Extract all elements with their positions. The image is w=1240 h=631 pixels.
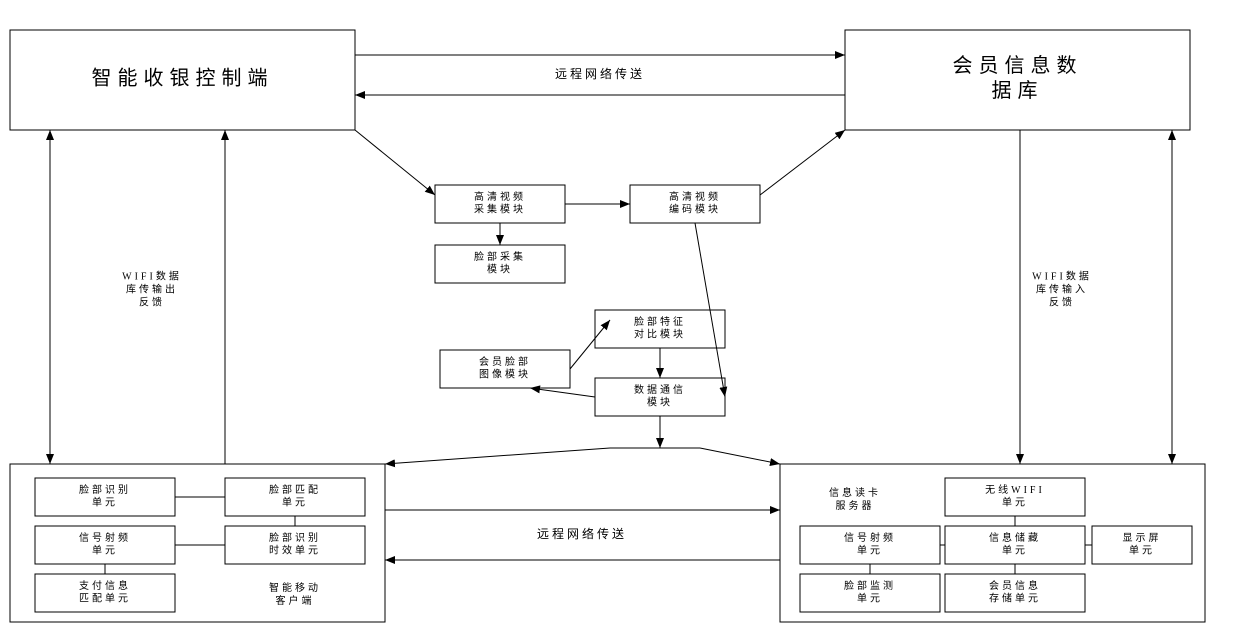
label-wifi_in-line-0: WIFI数据 [1032, 269, 1092, 282]
node-hd_capture-line-1: 采集模块 [474, 203, 526, 216]
edge-5 [760, 130, 845, 195]
node-bl_recog: 脸部识别单元 [35, 478, 175, 516]
node-br_store: 信息储藏单元 [945, 526, 1085, 564]
node-data_comm-line-1: 模块 [647, 397, 673, 409]
node-hd_encode-line-1: 编码模块 [669, 203, 721, 216]
node-top_right-line-1: 据库 [992, 79, 1044, 102]
node-br_signal: 信号射频单元 [800, 526, 940, 564]
node-data_comm-line-0: 数据通信 [634, 383, 686, 396]
node-hd_capture: 高清视频采集模块 [435, 185, 565, 223]
node-br_member-line-0: 会员信息 [989, 579, 1041, 592]
node-br_monitor: 脸部监测单元 [800, 574, 940, 612]
node-bl_time-line-0: 脸部识别 [269, 531, 321, 544]
node-bl_time: 脸部识别时效单元 [225, 526, 365, 564]
node-br_signal-line-0: 信号射频 [844, 531, 896, 544]
node-br_wifi: 无线WIFI单元 [945, 478, 1085, 516]
node-face_capture-line-1: 模块 [487, 264, 513, 276]
node-bl_signal: 信号射频单元 [35, 526, 175, 564]
label-wifi_out-line-1: 库传输出 [126, 282, 178, 295]
label-wifi_out-line-2: 反馈 [139, 295, 165, 308]
node-hd_encode: 高清视频编码模块 [630, 185, 760, 223]
node-bl_pay: 支付信息匹配单元 [35, 574, 175, 612]
node-br_member: 会员信息存储单元 [945, 574, 1085, 612]
node-br_wifi-line-1: 单元 [1002, 497, 1028, 509]
node-br_wifi-line-0: 无线WIFI [985, 483, 1045, 496]
node-br_display-line-0: 显示屏 [1123, 532, 1162, 544]
node-bl_pay-line-1: 匹配单元 [79, 593, 131, 605]
node-hd_encode-line-0: 高清视频 [669, 190, 721, 203]
node-data_comm: 数据通信模块 [595, 378, 725, 416]
node-bl_signal-line-1: 单元 [92, 545, 118, 557]
label-smart_client-line-1: 客户端 [276, 594, 315, 607]
node-br_display: 显示屏单元 [1092, 526, 1192, 564]
node-face_compare: 脸部特征对比模块 [595, 310, 725, 348]
node-br_monitor-line-0: 脸部监测 [844, 579, 896, 592]
node-face_compare-line-0: 脸部特征 [634, 315, 686, 328]
node-top_right-line-0: 会员信息数 [953, 54, 1083, 77]
node-br_store-line-1: 单元 [1002, 545, 1028, 557]
node-bl_signal-line-0: 信号射频 [79, 531, 131, 544]
node-br_monitor-line-1: 单元 [857, 593, 883, 605]
node-bl_pay-line-0: 支付信息 [79, 579, 131, 592]
node-face_capture-line-0: 脸部采集 [474, 250, 526, 263]
node-br_member-line-1: 存储单元 [989, 592, 1041, 605]
label-read_server-line-1: 服务器 [836, 499, 875, 512]
node-br_store-line-0: 信息储藏 [989, 531, 1041, 544]
edge-18-label: 远程网络传送 [537, 526, 627, 541]
node-bl_match-line-1: 单元 [282, 497, 308, 509]
node-bl_time-line-1: 时效单元 [269, 544, 321, 557]
node-br_signal-line-1: 单元 [857, 545, 883, 557]
node-member_img: 会员脸部图像模块 [440, 350, 570, 388]
node-br_display-line-1: 单元 [1129, 545, 1155, 557]
node-face_capture: 脸部采集模块 [435, 245, 565, 283]
edge-11 [385, 448, 610, 464]
label-read_server-line-0: 信息读卡 [829, 486, 881, 499]
node-top_left-line-0: 智能收银控制端 [92, 67, 274, 90]
label-wifi_in-line-2: 反馈 [1049, 295, 1075, 308]
node-member_img-line-0: 会员脸部 [479, 355, 531, 368]
node-top_left: 智能收银控制端 [10, 30, 355, 130]
node-bl_recog-line-0: 脸部识别 [79, 483, 131, 496]
node-member_img-line-1: 图像模块 [479, 369, 531, 381]
edge-12 [700, 448, 780, 464]
flowchart-canvas: 智能收银控制端会员信息数据库高清视频采集模块高清视频编码模块脸部采集模块脸部特征… [0, 0, 1240, 631]
node-hd_capture-line-0: 高清视频 [474, 190, 526, 203]
label-wifi_in-line-1: 库传输入 [1036, 282, 1088, 295]
label-smart_client-line-0: 智能移动 [269, 581, 321, 594]
edge-9 [530, 388, 595, 397]
edge-4 [355, 130, 435, 195]
node-bl_match: 脸部匹配单元 [225, 478, 365, 516]
node-face_compare-line-1: 对比模块 [634, 328, 686, 341]
node-bl_match-line-0: 脸部匹配 [269, 483, 321, 496]
label-wifi_out-line-0: WIFI数据 [122, 269, 182, 282]
edge-1-label: 远程网络传送 [555, 66, 645, 81]
node-top_right: 会员信息数据库 [845, 30, 1190, 130]
node-bl_recog-line-1: 单元 [92, 497, 118, 509]
